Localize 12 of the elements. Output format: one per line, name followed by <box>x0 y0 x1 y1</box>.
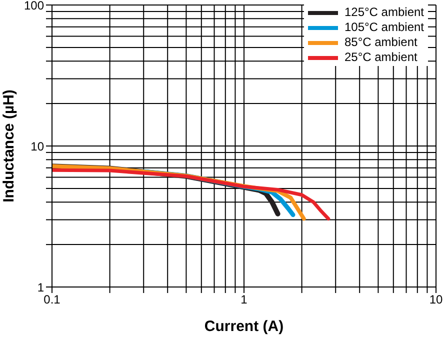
y-tick-label: 100 <box>24 0 44 12</box>
y-axis-title: Inductance (µH) <box>0 90 18 202</box>
legend-label: 125°C ambient <box>344 5 424 20</box>
y-tick-label: 10 <box>30 139 44 154</box>
x-tick-label: 10 <box>429 292 443 307</box>
legend-label: 85°C ambient <box>344 35 418 50</box>
legend-label: 105°C ambient <box>344 20 424 35</box>
x-tick-label: 0.1 <box>44 292 61 307</box>
y-tick-label: 1 <box>37 280 44 294</box>
legend-label: 25°C ambient <box>344 50 418 65</box>
x-tick-label: 1 <box>240 292 248 307</box>
x-axis-title: Current (A) <box>204 318 284 335</box>
